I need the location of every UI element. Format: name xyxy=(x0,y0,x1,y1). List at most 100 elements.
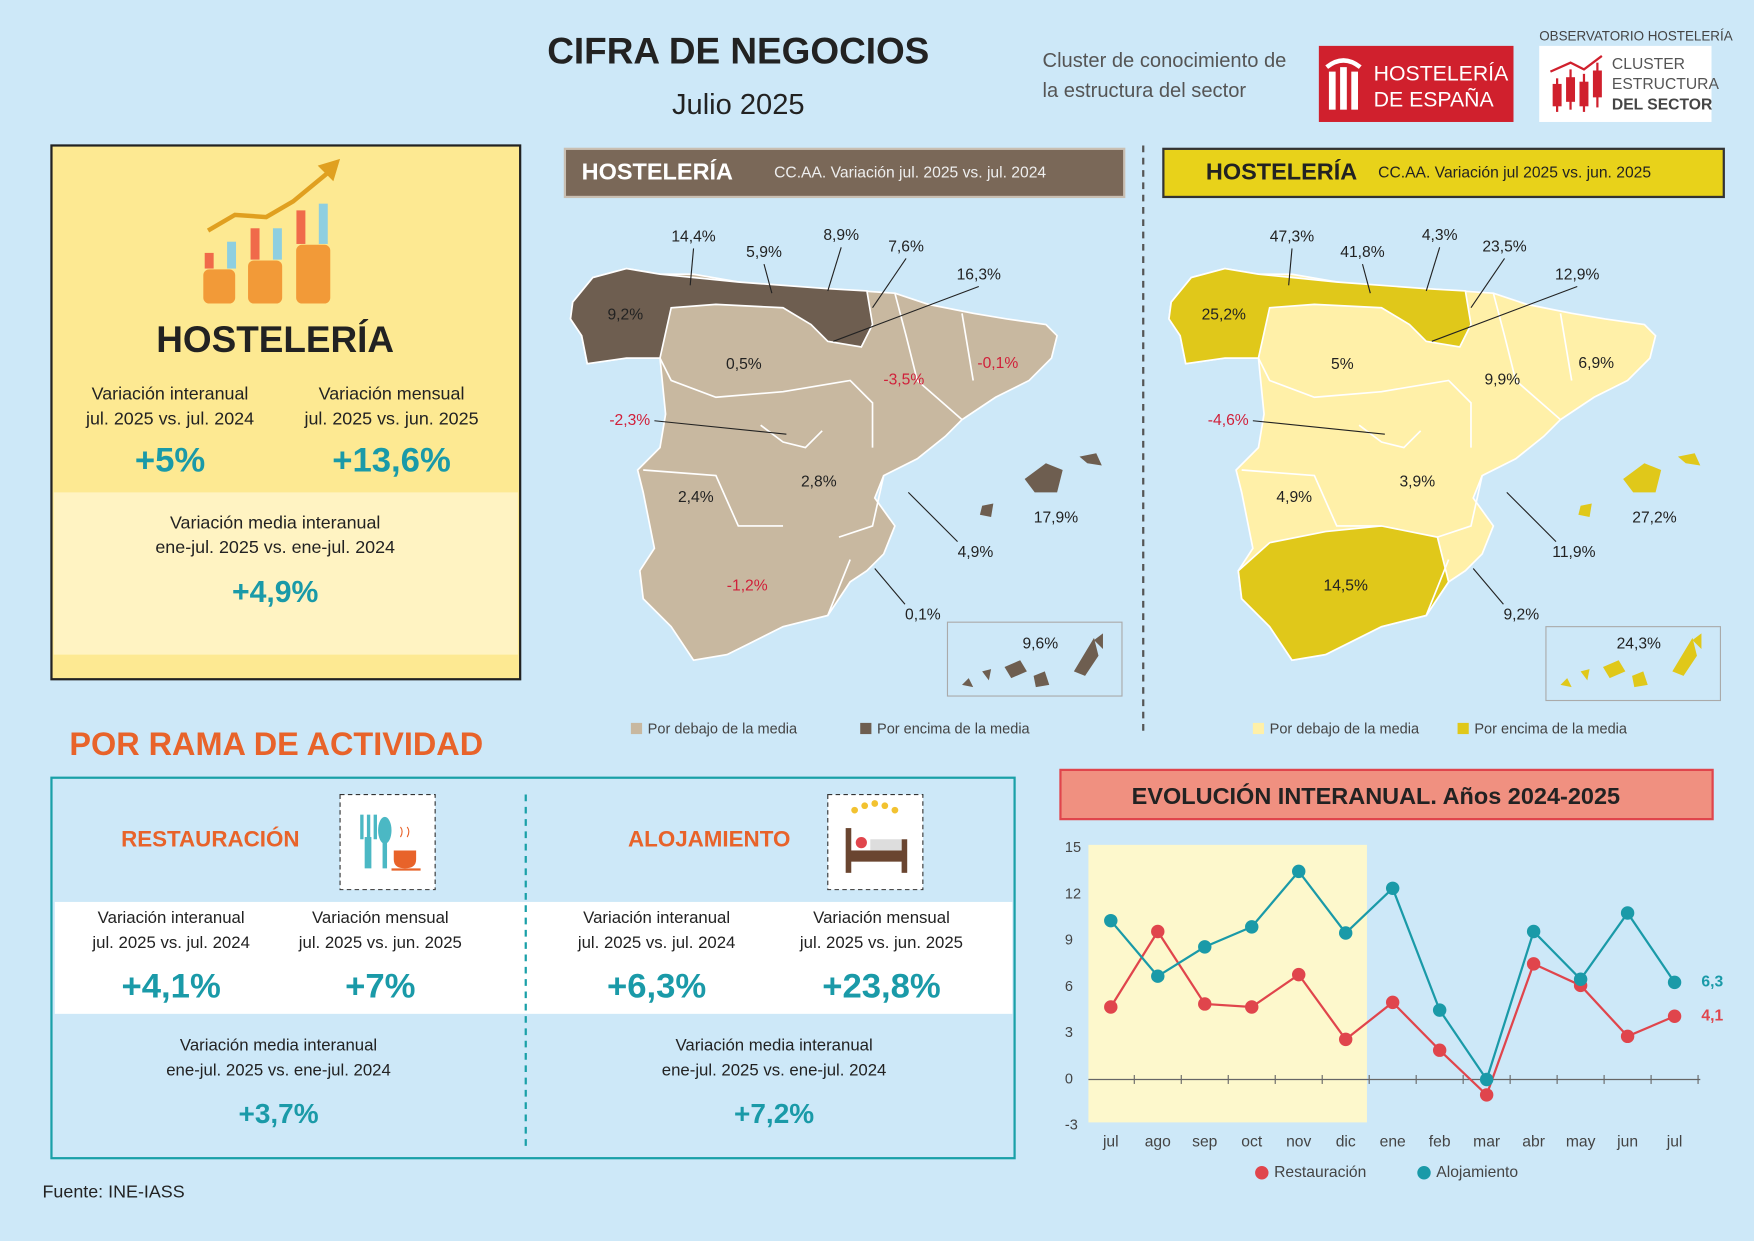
map-value: 27,2% xyxy=(1632,509,1676,526)
legend-swatch xyxy=(630,722,643,735)
logo-text: DEL SECTOR xyxy=(1612,96,1712,113)
page-subtitle: Julio 2025 xyxy=(672,89,805,121)
map-value: 9,2% xyxy=(1503,607,1539,624)
map-value: 9,6% xyxy=(1022,636,1058,653)
point xyxy=(1667,1009,1682,1023)
point xyxy=(1479,1072,1494,1087)
point xyxy=(1292,864,1306,879)
x-tick-label: dic xyxy=(1336,1134,1356,1151)
stat-value: +7% xyxy=(345,967,415,1005)
map-value: -0,1% xyxy=(977,355,1018,372)
point xyxy=(1573,972,1588,986)
point xyxy=(1526,957,1541,971)
leader-line xyxy=(1506,491,1557,543)
x-tick-label: jul xyxy=(1666,1134,1683,1151)
summary-box: HOSTELERÍA xyxy=(50,144,522,681)
stat-label: Variación media interanual xyxy=(675,1036,872,1055)
y-tick-label: -3 xyxy=(1065,1118,1078,1134)
point xyxy=(1385,995,1400,1010)
point xyxy=(1151,924,1165,939)
map-header xyxy=(563,147,1126,199)
point xyxy=(1245,1000,1259,1014)
map-value: -4,6% xyxy=(1208,412,1249,429)
chart-title: EVOLUCIÓN INTERANUAL. Años 2024-2025 xyxy=(1132,782,1620,809)
logo-text: DE ESPAÑA xyxy=(1374,86,1495,111)
point xyxy=(1338,926,1353,940)
map-value: 24,3% xyxy=(1617,636,1661,653)
point xyxy=(1198,997,1212,1011)
x-tick-label: nov xyxy=(1286,1134,1311,1151)
chart-title-box xyxy=(1059,768,1714,821)
stat-label: Variación mensual xyxy=(813,908,950,927)
point xyxy=(1198,940,1212,954)
leader-line xyxy=(872,258,907,309)
stat-label: Variación media interanual xyxy=(180,1036,377,1055)
point xyxy=(1338,1032,1353,1047)
leader-line xyxy=(1472,568,1504,605)
map-value: 0,1% xyxy=(905,607,941,624)
map-value: 7,6% xyxy=(888,238,924,255)
point xyxy=(1104,913,1118,928)
y-tick-label: 9 xyxy=(1065,933,1073,949)
point xyxy=(1432,1003,1447,1017)
legend-label: Por debajo de la media xyxy=(648,721,798,737)
stat-value: +23,8% xyxy=(822,967,941,1005)
map-value: 9,9% xyxy=(1484,372,1520,389)
point xyxy=(1479,1088,1494,1102)
map-value: 2,8% xyxy=(801,473,837,490)
point xyxy=(1151,969,1165,983)
stat-label: Variación mensual xyxy=(319,384,465,404)
y-tick-label: 6 xyxy=(1065,979,1073,995)
legend-swatch xyxy=(1252,722,1265,735)
branch-title: RESTAURACIÓN xyxy=(121,826,299,851)
leader-line xyxy=(1252,420,1385,435)
growth-icon xyxy=(201,158,341,306)
x-tick-label: ene xyxy=(1380,1134,1406,1151)
point xyxy=(1104,1000,1118,1014)
stat-period: jul. 2025 vs. jul. 2024 xyxy=(91,933,249,952)
branch-title: ALOJAMIENTO xyxy=(628,826,790,851)
leader-line xyxy=(827,247,842,292)
logo-hosteleria: HOSTELERÍA DE ESPAÑA xyxy=(1318,45,1514,122)
stat-label: Variación interanual xyxy=(583,908,730,927)
data-label: 4,1 xyxy=(1701,1007,1723,1024)
cluster-text: la estructura del sector xyxy=(1043,80,1247,102)
leader-line xyxy=(689,248,695,286)
y-tick-label: 15 xyxy=(1065,840,1081,856)
x-tick-label: oct xyxy=(1241,1134,1263,1151)
legend-swatch xyxy=(1457,722,1469,735)
map-header xyxy=(1162,147,1725,199)
map-value: 16,3% xyxy=(957,266,1001,283)
legend-label: Por encima de la media xyxy=(1474,721,1628,737)
map-value: 3,9% xyxy=(1399,473,1435,490)
map-value: 14,5% xyxy=(1324,578,1368,595)
map-value: -1,2% xyxy=(727,578,768,595)
logo-caption: OBSERVATORIO HOSTELERÍA xyxy=(1539,28,1732,43)
map-value: 11,9% xyxy=(1552,544,1595,561)
map-subtitle: CC.AA. Variación jul. 2025 vs. jul. 2024 xyxy=(774,165,1046,182)
cluster-text: Cluster de conocimiento de xyxy=(1043,50,1287,72)
x-tick-label: jun xyxy=(1616,1134,1638,1151)
section-title: POR RAMA DE ACTIVIDAD xyxy=(69,726,483,762)
map-value: 4,9% xyxy=(958,544,994,561)
point xyxy=(1245,920,1259,934)
page-title: CIFRA DE NEGOCIOS xyxy=(547,30,929,71)
stat-period: ene-jul. 2025 vs. ene-jul. 2024 xyxy=(662,1060,887,1079)
map-title: HOSTELERÍA xyxy=(1206,158,1357,185)
activity-box xyxy=(50,776,1016,1160)
restaurant-icon xyxy=(339,793,436,891)
map-labels: 9,2% 14,4% 5,9% 8,9% 7,6% 16,3% 0,5% -3,5% -0,1%… xyxy=(607,227,1676,737)
line-chart: -3 0 3 6 9 12 15 jul ago sep oct nov dic ene feb mar abr… xyxy=(1065,840,1724,1181)
leader-line xyxy=(1425,247,1441,292)
point xyxy=(1620,1029,1635,1044)
map-value: -3,5% xyxy=(883,372,924,389)
map-value: 2,4% xyxy=(678,489,714,506)
data-label: 6,3 xyxy=(1701,973,1723,990)
map-value: 8,9% xyxy=(823,227,859,244)
legend-label: Restauración xyxy=(1274,1164,1366,1181)
stat-label: Variación media interanual xyxy=(170,512,380,532)
map-value: 17,9% xyxy=(1034,509,1078,526)
point xyxy=(1526,924,1541,939)
stat-value: +7,2% xyxy=(734,1098,814,1129)
map-value: 5,9% xyxy=(746,244,782,261)
